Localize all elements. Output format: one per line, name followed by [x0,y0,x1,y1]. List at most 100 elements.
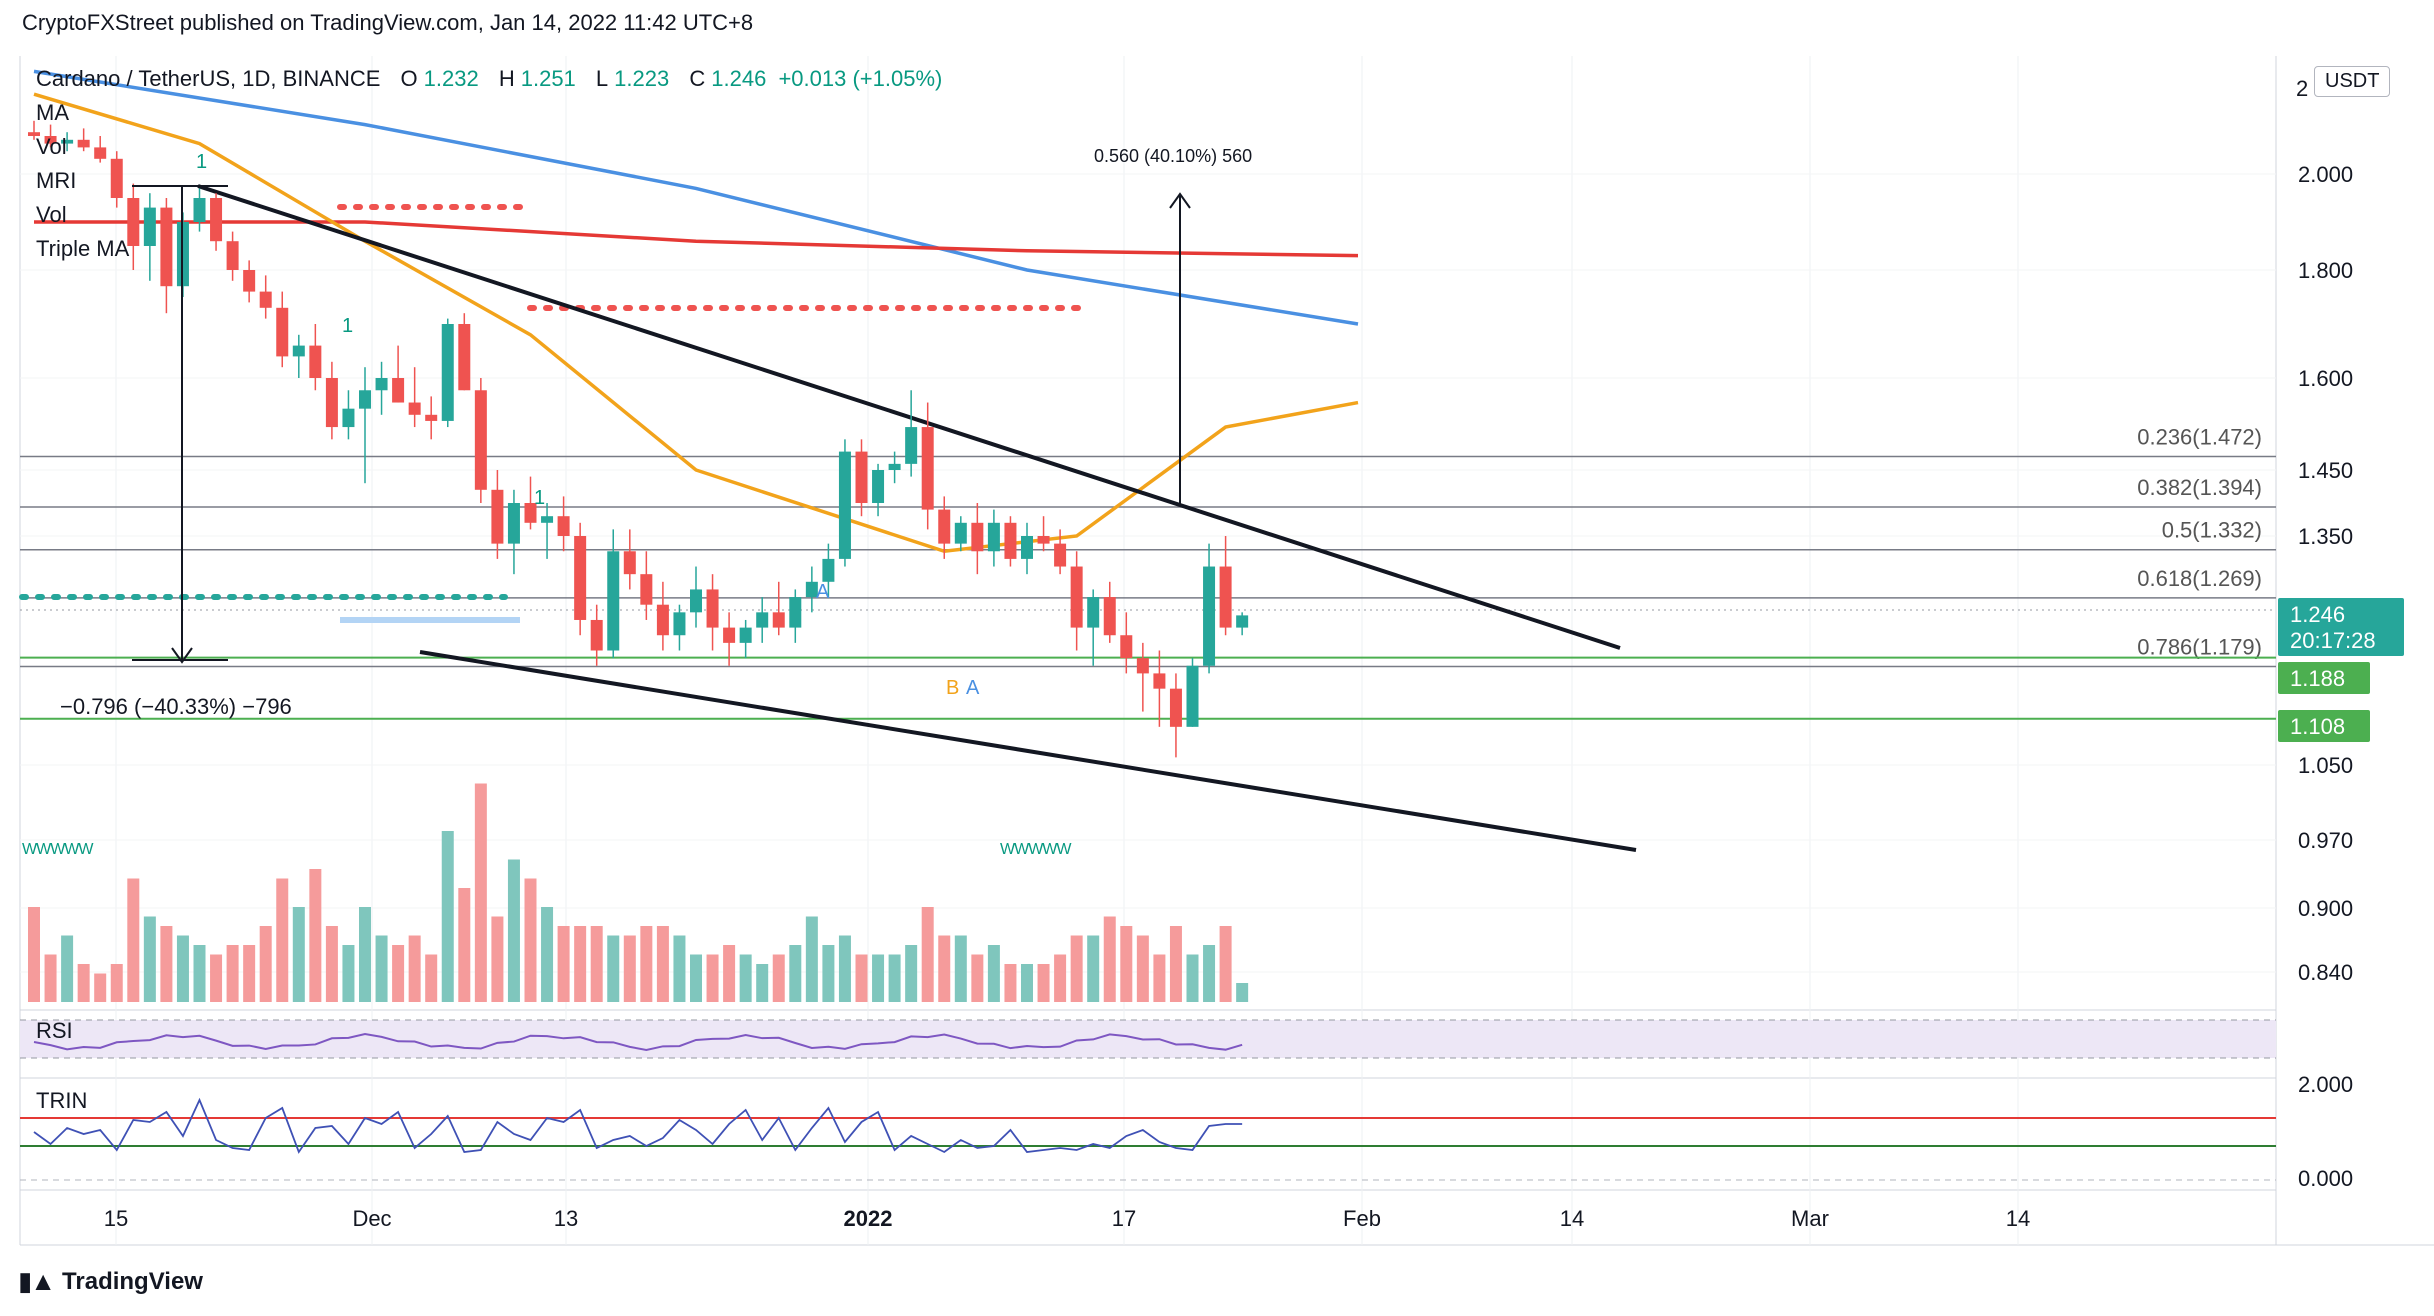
candle-body [210,198,223,242]
close-value: 1.246 [711,66,767,91]
volume-bar [1070,935,1083,1002]
volume-bar [938,935,951,1002]
volume-bar [1037,964,1050,1002]
indicator-ma[interactable]: MA [36,100,69,125]
price-badge-value: 1.188 [2290,666,2345,691]
candle-body [855,451,868,503]
candle-body [226,241,239,270]
candle-body [756,612,769,628]
candle-body [1136,658,1149,674]
candle-body [921,427,934,510]
indicator-vol[interactable]: Vol [36,134,67,159]
time-tick-label: Feb [1343,1206,1381,1231]
price-badge-value: 1.246 [2290,602,2345,627]
volume-bar [210,954,223,1002]
volume-bar [954,935,967,1002]
volume-bar [673,935,686,1002]
volume-bar [855,954,868,1002]
price-tick-label: 1.350 [2298,524,2353,549]
candle-body [1203,566,1216,666]
tradingview-brand[interactable]: ▮▲ TradingView [18,1266,203,1297]
volume-bar [987,945,1000,1002]
close-key: C [689,66,706,91]
trin-line [33,1097,1243,1154]
candle-body [789,597,802,628]
sequence-mark: 1 [196,151,207,173]
low-key: L [595,66,609,91]
candle-body [127,198,140,246]
volume-bar [44,954,57,1002]
candle-body [309,345,322,378]
high-key: H [498,66,515,91]
indicator-triple-ma[interactable]: Triple MA [36,236,130,261]
volume-bar [1054,954,1067,1002]
volume-bar [325,926,338,1002]
indicator-mri[interactable]: MRI [36,168,77,193]
upper-trendline [197,184,1621,650]
volume-bar [243,945,256,1002]
volume-bar [441,831,454,1002]
indicator-vol-2[interactable]: Vol [36,202,67,227]
volume-bar [1021,964,1033,1002]
candle-body [425,414,438,421]
candle-body [971,522,984,552]
candle-body [342,408,355,428]
fib-level-label: 0.786(1.179) [2137,635,2262,660]
volume-bar [706,954,719,1002]
sequence-mark: B [946,677,959,699]
volume-bar [491,916,504,1002]
volume-bar [739,954,752,1002]
drop-arrow-head [171,647,193,664]
volume-bar [607,935,620,1002]
volume-bar [723,945,736,1002]
price-badge-value: 1.108 [2290,714,2345,739]
rsi-pane-label[interactable]: RSI [36,1018,73,1043]
candle-body [392,378,405,403]
sequence-mark: A [966,677,980,699]
candle-body [706,589,719,628]
price-tick-label: 0.970 [2298,828,2353,853]
volume-bar [1103,916,1116,1002]
fib-level-label: 0.236(1.472) [2137,425,2262,450]
volume-bar [789,945,802,1002]
volume-bar [888,954,901,1002]
candle-body [110,158,123,198]
candle-body [408,402,421,415]
trin-pane-label[interactable]: TRIN [36,1088,88,1113]
price-badge [2278,598,2404,656]
currency-button[interactable]: USDT [2314,66,2391,97]
candle-body [607,551,620,651]
price-badge [2278,710,2370,742]
volume-bar [507,859,520,1002]
candle-body [954,522,967,544]
price-tick-label: 1.050 [2298,753,2353,778]
candle-body [143,207,156,246]
symbol-name[interactable]: Cardano / TetherUS, 1D, BINANCE [36,66,381,91]
volume-bar [375,935,388,1002]
time-tick-label: Dec [352,1206,391,1231]
candle-body [772,612,785,628]
price-tick-label: 1.450 [2298,458,2353,483]
candle-body [888,463,901,470]
volume-bar [193,945,206,1002]
volume-bar [872,954,885,1002]
candle-body [805,581,818,598]
candle-body [1054,543,1067,567]
candle-body [193,198,206,222]
price-tick-label: 0.840 [2298,960,2353,985]
candle-body [94,147,107,159]
volume-bar [408,935,421,1002]
candle-body [44,136,57,144]
candle-body [574,536,587,620]
osc-wave-right: WWWWW [1000,841,1072,858]
candle-body [1219,566,1232,628]
candle-body [822,558,835,582]
tradingview-logo-icon: ▮▲ [18,1266,56,1296]
candle-body [1186,665,1199,727]
high-value: 1.251 [520,66,576,91]
volume-bar [656,926,669,1002]
sequence-mark: A [816,581,830,603]
candle-body [325,378,338,428]
candle-body [441,324,454,421]
candle-body [77,139,90,148]
